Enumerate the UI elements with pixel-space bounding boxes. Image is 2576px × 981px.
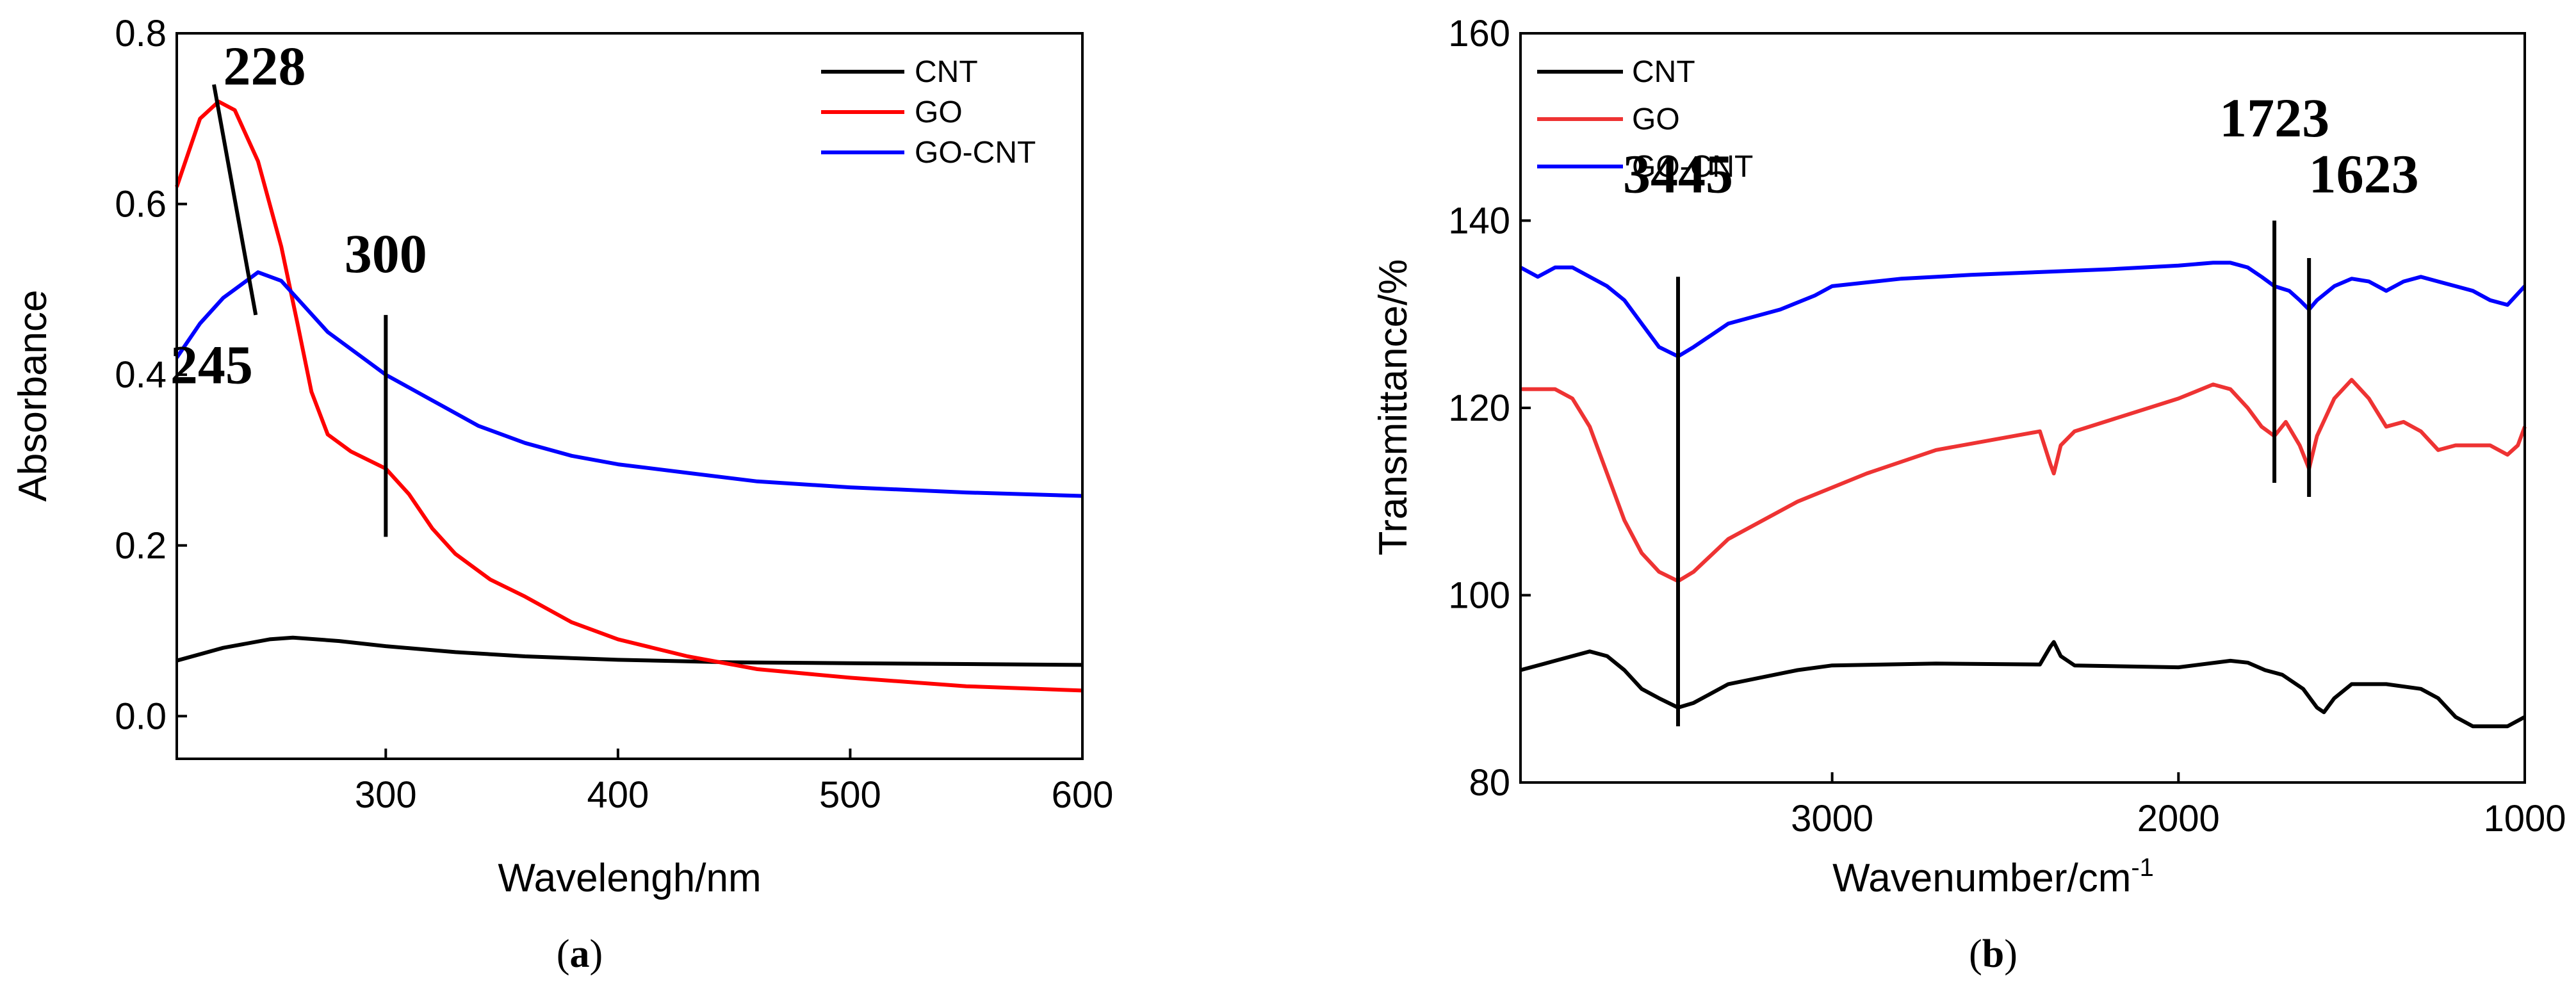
panel-b-x-axis-label: Wavenumber/cm-1 [1832,854,2154,900]
panel-b-ytick-label: 140 [1448,200,1510,242]
panel-b-legend-label-cnt: CNT [1632,55,1695,89]
panel-a-ytick-label: 0.0 [115,695,167,737]
panel-a-series-line-go [175,99,1083,693]
panel-b-y-axis-label: Transmittance/% [1371,259,1415,556]
panel-b-ytick-label: 160 [1448,13,1510,54]
panel-a-xtick-label: 300 [355,774,417,816]
panel-a-peak-label-300: 300 [345,223,427,284]
panel-b-ytick-label: 80 [1469,762,1510,804]
panel-b-ytick-label: 100 [1448,575,1510,617]
panel-b-caption-close: ) [2004,932,2018,976]
panel-b-xtick-label: 2000 [2137,798,2220,839]
panel-a-markers [212,84,388,537]
panel-a-caption-letter: a [570,932,590,976]
panel-b-caption-open: ( [1969,932,1982,976]
chart-panel-a: 0.0 0.2 0.4 0.6 0.8 300 400 500 600 Wavelengh/n… [11,13,1113,976]
panel-b-xtick-label: 1000 [2483,798,2566,839]
panel-b-series-line-go [1520,378,2527,583]
panel-a-annotations: 228 245 300 [170,35,427,396]
panel-b-caption: (b) [1969,932,2018,976]
panel-a-legend-label-go: GO [915,95,963,129]
panel-a-peak-label-228: 228 [224,35,306,97]
panel-b-x-axis-label-superscript: -1 [2131,854,2154,882]
panel-a-caption-close: ) [590,932,603,976]
panel-a-series [175,99,1083,693]
panel-a-legend-label-cnt: CNT [915,55,978,89]
panel-a-xtick-label: 400 [587,774,649,816]
panel-a-legend: CNT GO GO-CNT [821,55,1036,170]
chart-panel-b: 80 100 120 140 160 3000 2000 1000 Wavenumber/c… [1371,13,2566,976]
panel-a-ytick-label: 0.2 [115,525,167,567]
panel-b-x-axis-label-text: Wavenumber/cm [1832,856,2131,900]
panel-b-ytick-label: 120 [1448,387,1510,429]
panel-b-yticks: 80 100 120 140 160 [1448,13,1531,804]
panel-a-caption-open: ( [557,932,570,976]
panel-b-markers [1676,220,2311,727]
panel-b-caption-letter: b [1982,932,2004,976]
panel-b-xtick-label: 3000 [1791,798,1873,839]
panel-a-series-line-cnt [176,635,1083,667]
panel-a-ytick-label: 0.4 [115,354,167,396]
panel-a-yticks: 0.0 0.2 0.4 0.6 0.8 [115,13,187,737]
panel-a-legend-label-go-cnt: GO-CNT [915,136,1036,170]
panel-a-ytick-label: 0.8 [115,13,167,54]
panel-b-series-line-go-cnt [1519,261,2527,359]
panel-b-legend-label-go-cnt: GO-CNT [1632,150,1753,184]
panel-a-plot-frame [175,32,1084,760]
panel-a-series-line-go-cnt [175,270,1083,498]
panel-b-series-line-cnt [1520,640,2526,729]
panel-a-caption: (a) [557,932,603,976]
panel-a-ytick-label: 0.6 [115,184,167,225]
panel-b-peak-label-1623: 1623 [2309,143,2419,205]
panel-a-xtick-label: 500 [819,774,881,816]
panel-a-y-axis-label: Absorbance [11,290,55,502]
panel-a-peak-label-245: 245 [170,334,253,396]
panel-b-peak-label-1723: 1723 [2219,87,2329,149]
panel-a-xticks: 300 400 500 600 [355,749,1113,816]
panel-b-legend: CNT GO GO-CNT [1537,55,1753,184]
panel-a-marker-line-1 [212,84,258,316]
panel-b-series [1519,261,2527,729]
panel-b-legend-label-go: GO [1632,102,1680,136]
panel-b-peak-label-3445: 3445 [1623,143,1733,205]
panel-a-x-axis-label: Wavelengh/nm [498,856,761,900]
panel-a-xtick-label: 600 [1052,774,1114,816]
panel-b-xticks: 3000 2000 1000 [1791,772,2566,839]
